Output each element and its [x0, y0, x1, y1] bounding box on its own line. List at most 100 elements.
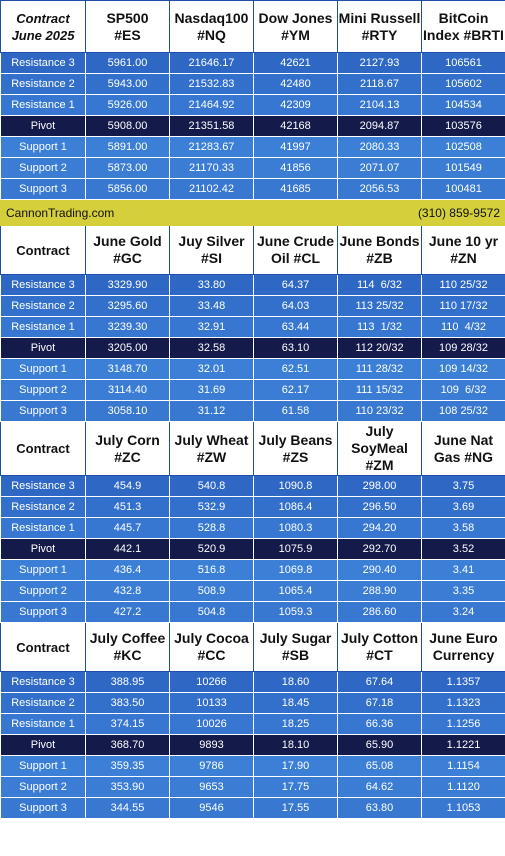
resistance-1-row: Resistance 1 374.15 10026 18.25 66.36 1.1256: [0, 713, 505, 735]
level-value: 286.60: [337, 601, 422, 623]
instrument-header: July SoyMeal #ZM: [337, 421, 422, 476]
resistance-3-row: Resistance 3 454.9 540.8 1090.8 298.00 3.75: [0, 475, 505, 497]
level-value: 18.45: [253, 692, 338, 714]
instrument-header-line: #ZW: [196, 448, 227, 465]
row-label: Resistance 3: [0, 475, 86, 497]
resistance-2-row: Resistance 2 383.50 10133 18.45 67.18 1.1323: [0, 692, 505, 714]
level-value: 32.91: [169, 316, 254, 338]
resistance-2-row: Resistance 2 3295.60 33.48 64.03 113 25/32 11…: [0, 295, 505, 317]
row-label: Support 1: [0, 136, 86, 158]
level-value: 288.90: [337, 580, 422, 602]
level-value: 21351.58: [169, 115, 254, 137]
contract-header-line: Contract: [16, 10, 70, 26]
level-value: 109 6/32: [421, 379, 505, 401]
level-value: 5856.00: [85, 178, 170, 200]
level-value: 2080.33: [337, 136, 422, 158]
level-value: 9786: [169, 755, 254, 777]
level-value: 42168: [253, 115, 338, 137]
support-3-row: Support 3 3058.10 31.12 61.58 110 23/32 108 2…: [0, 400, 505, 422]
level-value: 110 25/32: [421, 274, 505, 296]
support-1-row: Support 1 359.35 9786 17.90 65.08 1.1154: [0, 755, 505, 777]
level-value: 516.8: [169, 559, 254, 581]
instrument-header-line: #KC: [113, 647, 142, 663]
level-value: 5943.00: [85, 73, 170, 95]
row-label: Support 3: [0, 601, 86, 623]
pivot-row: Pivot 5908.00 21351.58 42168 2094.87 103576: [0, 115, 505, 137]
support-1-row: Support 1 436.4 516.8 1069.8 290.40 3.41: [0, 559, 505, 581]
level-value: 3.24: [421, 601, 505, 623]
instrument-header: July Sugar #SB: [253, 622, 338, 672]
level-value: 109 14/32: [421, 358, 505, 380]
contract-header-line: Contract: [16, 441, 70, 456]
level-value: 9653: [169, 776, 254, 798]
level-value: 113 1/32: [337, 316, 422, 338]
level-value: 101549: [421, 157, 505, 179]
instrument-header-line: June Euro: [429, 630, 498, 646]
level-value: 451.3: [85, 496, 170, 518]
level-value: 63.80: [337, 797, 422, 819]
section-header-row: Contract June 2025 SP500 #ES Nasdaq100 #NQ Dow…: [0, 0, 505, 53]
level-value: 1059.3: [253, 601, 338, 623]
banner-row: CannonTrading.com (310) 859-9572: [0, 199, 505, 226]
instrument-header-line: #GC: [113, 250, 142, 266]
instrument-header-line: July: [365, 423, 394, 439]
instrument-header-line: SP500: [106, 9, 149, 26]
level-value: 17.55: [253, 797, 338, 819]
instrument-header-line: #NQ: [197, 26, 226, 43]
website-link[interactable]: CannonTrading.com: [6, 205, 115, 220]
support-1-row: Support 1 5891.00 21283.67 41997 2080.33 1025…: [0, 136, 505, 158]
instrument-header: July Coffee #KC: [85, 622, 170, 672]
level-value: 3205.00: [85, 337, 170, 359]
level-value: 21283.67: [169, 136, 254, 158]
level-value: 21102.42: [169, 178, 254, 200]
level-value: 111 28/32: [337, 358, 422, 380]
pivot-row: Pivot 442.1 520.9 1075.9 292.70 3.52: [0, 538, 505, 560]
level-value: 17.90: [253, 755, 338, 777]
section-header-row: Contract July Corn #ZC July Wheat #ZW July Be…: [0, 421, 505, 476]
row-label: Support 1: [0, 358, 86, 380]
level-value: 31.12: [169, 400, 254, 422]
level-value: 62.17: [253, 379, 338, 401]
instrument-header-line: June Bonds: [339, 233, 420, 249]
resistance-1-row: Resistance 1 445.7 528.8 1080.3 294.20 3.58: [0, 517, 505, 539]
level-value: 61.58: [253, 400, 338, 422]
instrument-header-line: Nasdaq100: [174, 9, 249, 26]
instrument-header-line: June 10 yr: [428, 233, 499, 249]
level-value: 294.20: [337, 517, 422, 539]
pivot-row: Pivot 368.70 9893 18.10 65.90 1.1221: [0, 734, 505, 756]
support-2-row: Support 2 3114.40 31.69 62.17 111 15/32 109 6…: [0, 379, 505, 401]
level-value: 18.60: [253, 671, 338, 693]
section-header-row: Contract June Gold #GC Juy Silver #SI June Cr…: [0, 225, 505, 275]
level-value: 1.1120: [421, 776, 505, 798]
instrument-header-line: Gas #NG: [433, 448, 494, 465]
level-value: 1.1323: [421, 692, 505, 714]
level-value: 17.75: [253, 776, 338, 798]
level-value: 100481: [421, 178, 505, 200]
instrument-header-line: #ZM: [365, 457, 394, 473]
level-value: 298.00: [337, 475, 422, 497]
level-value: 2056.53: [337, 178, 422, 200]
level-value: 432.8: [85, 580, 170, 602]
level-value: 41685: [253, 178, 338, 200]
level-value: 374.15: [85, 713, 170, 735]
level-value: 520.9: [169, 538, 254, 560]
instrument-header: June Euro Currency: [421, 622, 505, 672]
row-label: Pivot: [0, 115, 86, 137]
row-label: Support 3: [0, 400, 86, 422]
level-value: 31.69: [169, 379, 254, 401]
resistance-3-row: Resistance 3 5961.00 21646.17 42621 2127.93 1…: [0, 52, 505, 74]
instrument-header: Juy Silver #SI: [169, 225, 254, 275]
row-label: Pivot: [0, 538, 86, 560]
instrument-header: July Beans #ZS: [253, 421, 338, 476]
level-value: 3058.10: [85, 400, 170, 422]
row-label: Pivot: [0, 734, 86, 756]
support-3-row: Support 3 427.2 504.8 1059.3 286.60 3.24: [0, 601, 505, 623]
instrument-header: Dow Jones #YM: [253, 0, 338, 53]
level-value: 65.08: [337, 755, 422, 777]
level-value: 368.70: [85, 734, 170, 756]
resistance-1-row: Resistance 1 3239.30 32.91 63.44 113 1/32 110…: [0, 316, 505, 338]
instrument-header-line: #ZB: [366, 250, 393, 266]
contract-header: Contract: [0, 225, 86, 275]
level-value: 18.25: [253, 713, 338, 735]
level-value: 33.48: [169, 295, 254, 317]
